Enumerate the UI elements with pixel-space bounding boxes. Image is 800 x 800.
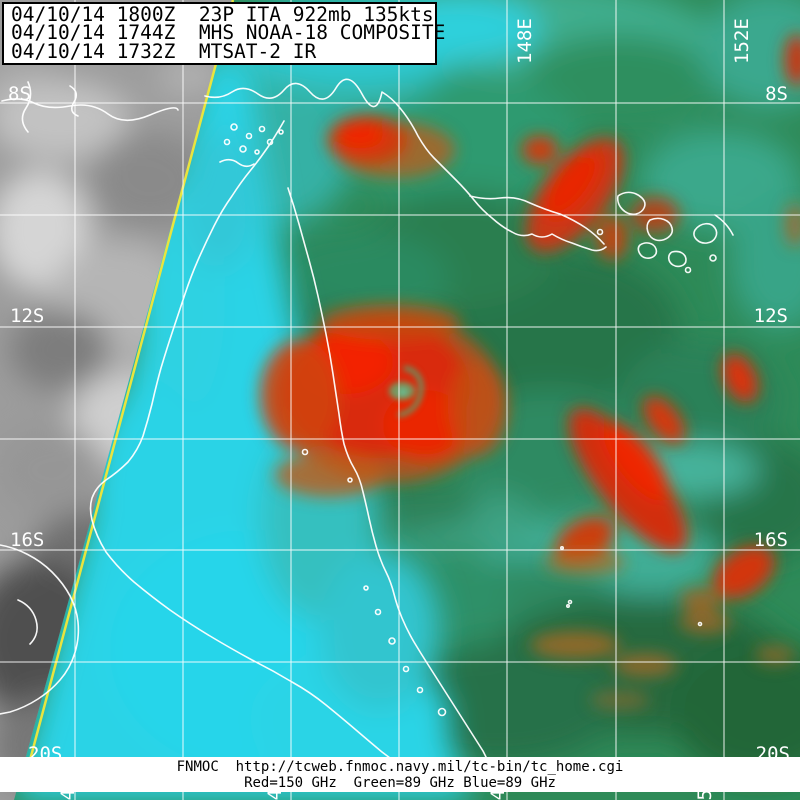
coastlines <box>0 78 734 759</box>
footer-source-line: FNMOC http://tcweb.fnmoc.navy.mil/tc-bin… <box>176 759 624 775</box>
footer-channels-line: Red=150 GHz Green=89 GHz Blue=89 GHz <box>244 774 556 791</box>
lat-label-16s-right: 16S <box>754 529 788 551</box>
annotation-header: 04/10/14 1800Z 23P ITA 922mb 135kts 04/1… <box>2 2 446 65</box>
header-line-fix: 04/10/14 1800Z 23P ITA 922mb 135kts <box>11 3 434 26</box>
lat-label-16s-left: 16S <box>10 529 44 551</box>
lon-label-152e-top: 152E <box>731 18 753 64</box>
lat-label-12s-left: 12S <box>10 305 44 327</box>
lat-label-8s-right: 8S <box>765 83 788 105</box>
swath-edge-line <box>20 0 235 791</box>
annotation-footer: FNMOC http://tcweb.fnmoc.navy.mil/tc-bin… <box>0 757 800 792</box>
lat-label-8s-left: 8S <box>8 83 31 105</box>
cyclone-eye <box>389 365 424 418</box>
cyclone-ita <box>260 304 508 497</box>
lon-label-148e-top: 148E <box>514 18 536 64</box>
convection-cells <box>260 34 800 710</box>
header-line-ir: 04/10/14 1732Z MTSAT-2 IR <box>11 39 317 63</box>
header-line-microwave: 04/10/14 1744Z MHS NOAA-18 COMPOSITE <box>11 21 446 45</box>
lat-label-12s-right: 12S <box>754 305 788 327</box>
